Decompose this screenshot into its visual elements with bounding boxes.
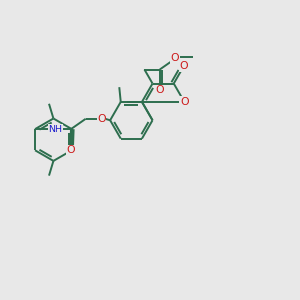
Text: O: O	[171, 53, 179, 63]
Text: O: O	[180, 97, 189, 107]
Text: O: O	[155, 85, 164, 95]
Text: O: O	[179, 61, 188, 71]
Text: NH: NH	[48, 124, 62, 134]
Text: O: O	[97, 114, 106, 124]
Text: O: O	[66, 145, 75, 155]
